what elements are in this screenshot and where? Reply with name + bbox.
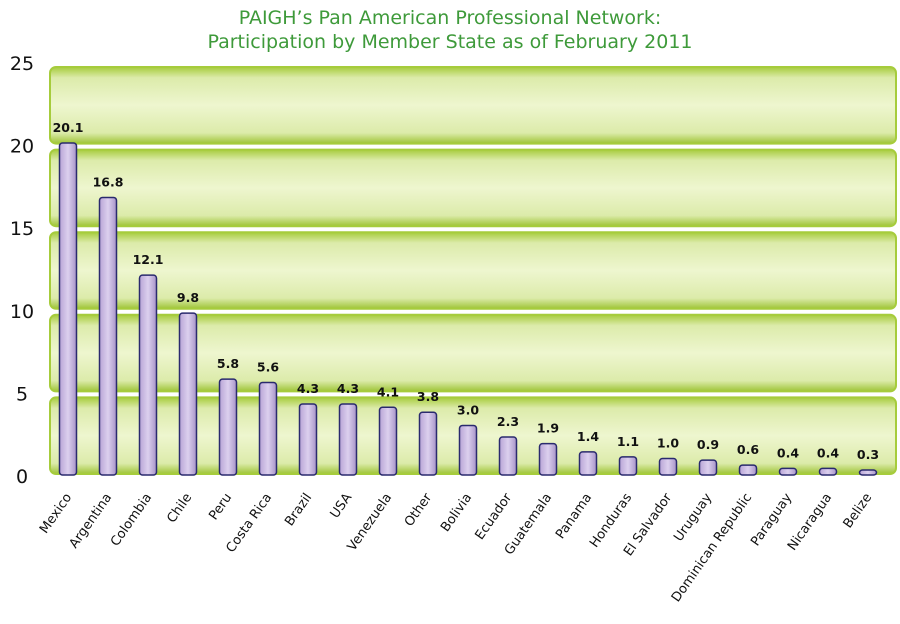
x-tick-label: Uruguay	[671, 490, 715, 544]
value-label: 9.8	[177, 290, 199, 305]
bar	[418, 411, 438, 476]
value-label: 1.0	[657, 435, 679, 450]
y-tick-label: 5	[16, 383, 28, 405]
x-tick-label: Peru	[206, 491, 235, 523]
value-labels: 20.1 16.8 12.1 9.8 5.8 5.6 4.3 4.3 4.1 3.8 3.0 2.3 1…	[53, 120, 880, 462]
value-label: 20.1	[53, 120, 84, 135]
value-label: 1.4	[577, 429, 599, 444]
value-label: 4.1	[377, 384, 399, 399]
bar	[338, 403, 358, 476]
x-tick-label: Ecuador	[473, 490, 516, 543]
value-label: 12.1	[133, 252, 164, 267]
bar	[818, 467, 838, 476]
value-label: 0.9	[697, 437, 719, 452]
x-tick-label: Chile	[164, 491, 195, 526]
bar	[458, 424, 478, 476]
y-tick-label: 0	[16, 466, 28, 488]
bar	[378, 406, 398, 476]
value-label: 3.8	[417, 389, 439, 404]
bar	[858, 469, 878, 476]
bar	[218, 378, 238, 476]
value-label: 4.3	[337, 381, 359, 396]
bar	[738, 464, 758, 476]
y-tick-label: 15	[10, 218, 34, 240]
value-label: 0.4	[817, 445, 839, 460]
x-tick-label: Belize	[841, 491, 876, 532]
bar	[298, 403, 318, 476]
value-label: 1.1	[617, 434, 639, 449]
x-tick-label: Mexico	[37, 491, 75, 537]
bar	[138, 274, 158, 476]
bar	[658, 457, 678, 476]
value-label: 4.3	[297, 381, 319, 396]
bar	[258, 381, 278, 476]
value-label: 0.6	[737, 442, 759, 457]
value-label: 3.0	[457, 402, 479, 417]
y-tick-label: 20	[10, 136, 34, 158]
value-label: 0.4	[777, 445, 799, 460]
bar	[778, 467, 798, 476]
bar	[618, 456, 638, 476]
chart-title-line-1: PAIGH’s Pan American Professional Networ…	[238, 7, 662, 29]
value-label: 5.6	[257, 359, 279, 374]
x-tick-label: Panama	[553, 491, 595, 542]
y-tick-label: 25	[10, 53, 34, 75]
value-label: 0.3	[857, 447, 879, 462]
bar	[98, 196, 118, 476]
bar	[178, 312, 198, 476]
y-tick-label: 10	[10, 301, 34, 323]
value-label: 2.3	[497, 414, 519, 429]
grid-band	[49, 66, 897, 145]
bars	[58, 142, 878, 476]
y-axis: 0 5 10 15 20 25	[10, 53, 34, 488]
grid-band	[49, 313, 897, 393]
x-tick-label: USA	[328, 491, 356, 522]
x-tick-label: Bolivia	[438, 491, 475, 535]
grid-band	[49, 231, 897, 310]
bar	[538, 442, 558, 476]
bar	[578, 451, 598, 476]
chart-title-line-2: Participation by Member State as of Febr…	[207, 31, 693, 53]
x-tick-label: Dominican Republic	[669, 491, 755, 605]
x-tick-label: Brazil	[282, 491, 315, 529]
bar	[698, 459, 718, 476]
x-tick-label: Other	[402, 490, 436, 529]
grid-band	[49, 148, 897, 228]
value-label: 5.8	[217, 356, 239, 371]
chart-title: PAIGH’s Pan American Professional Networ…	[0, 6, 900, 54]
value-label: 16.8	[93, 174, 124, 189]
bar	[58, 142, 78, 476]
value-label: 1.9	[537, 421, 559, 436]
bar	[498, 436, 518, 476]
